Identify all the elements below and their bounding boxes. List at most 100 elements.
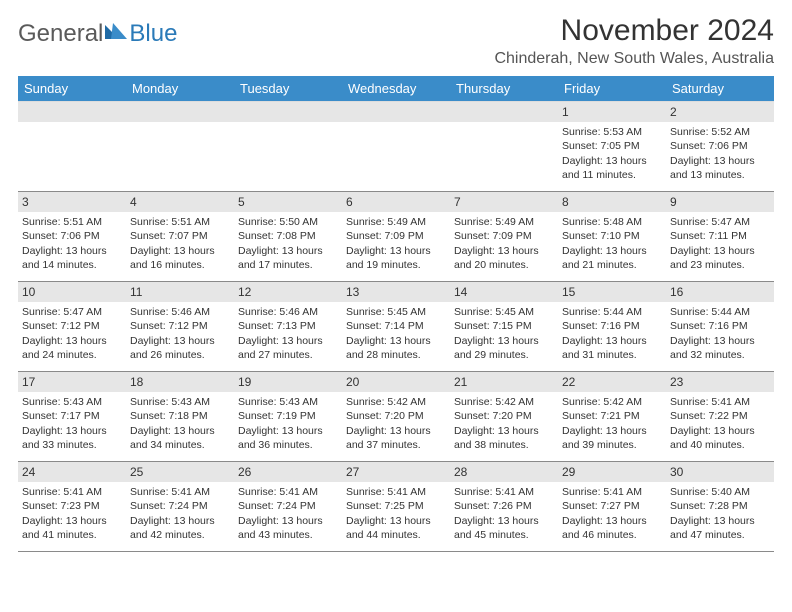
day-number: 30 — [666, 462, 774, 482]
day-number: 3 — [18, 192, 126, 212]
day-number: 29 — [558, 462, 666, 482]
calendar-day-cell: . — [450, 102, 558, 192]
calendar-week-row: 10Sunrise: 5:47 AMSunset: 7:12 PMDayligh… — [18, 282, 774, 372]
sunrise-text: Sunrise: 5:41 AM — [454, 485, 554, 499]
calendar-body: .....1Sunrise: 5:53 AMSunset: 7:05 PMDay… — [18, 102, 774, 552]
sunset-text: Sunset: 7:26 PM — [454, 499, 554, 513]
calendar-week-row: .....1Sunrise: 5:53 AMSunset: 7:05 PMDay… — [18, 102, 774, 192]
day-info: Sunrise: 5:41 AMSunset: 7:23 PMDaylight:… — [22, 485, 122, 542]
day-info: Sunrise: 5:45 AMSunset: 7:15 PMDaylight:… — [454, 305, 554, 362]
calendar-week-row: 24Sunrise: 5:41 AMSunset: 7:23 PMDayligh… — [18, 462, 774, 552]
day-info: Sunrise: 5:49 AMSunset: 7:09 PMDaylight:… — [454, 215, 554, 272]
calendar-day-cell: 4Sunrise: 5:51 AMSunset: 7:07 PMDaylight… — [126, 192, 234, 282]
sunrise-text: Sunrise: 5:52 AM — [670, 125, 770, 139]
calendar-day-cell: 13Sunrise: 5:45 AMSunset: 7:14 PMDayligh… — [342, 282, 450, 372]
day-number: 8 — [558, 192, 666, 212]
daylight-text: Daylight: 13 hours and 29 minutes. — [454, 334, 554, 362]
day-number: 4 — [126, 192, 234, 212]
day-number: 9 — [666, 192, 774, 212]
logo: General Blue — [18, 20, 177, 48]
daylight-text: Daylight: 13 hours and 36 minutes. — [238, 424, 338, 452]
daylight-text: Daylight: 13 hours and 47 minutes. — [670, 514, 770, 542]
calendar-week-row: 17Sunrise: 5:43 AMSunset: 7:17 PMDayligh… — [18, 372, 774, 462]
day-number: 20 — [342, 372, 450, 392]
sunset-text: Sunset: 7:12 PM — [22, 319, 122, 333]
sunset-text: Sunset: 7:17 PM — [22, 409, 122, 423]
sunrise-text: Sunrise: 5:43 AM — [22, 395, 122, 409]
daylight-text: Daylight: 13 hours and 16 minutes. — [130, 244, 230, 272]
calendar-day-cell: 8 Sunrise: 5:48 AMSunset: 7:10 PMDaylight… — [558, 192, 666, 282]
day-info: Sunrise: 5:46 AMSunset: 7:12 PMDaylight:… — [130, 305, 230, 362]
day-number: 17 — [18, 372, 126, 392]
daylight-text: Daylight: 13 hours and 40 minutes. — [670, 424, 770, 452]
day-number: 26 — [234, 462, 342, 482]
sunset-text: Sunset: 7:22 PM — [670, 409, 770, 423]
day-info: Sunrise: 5:41 AMSunset: 7:27 PMDaylight:… — [562, 485, 662, 542]
day-number: 25 — [126, 462, 234, 482]
calendar-day-cell: 26 Sunrise: 5:41 AMSunset: 7:24 PMDayligh… — [234, 462, 342, 552]
day-info: Sunrise: 5:52 AMSunset: 7:06 PMDaylight:… — [670, 125, 770, 182]
logo-word-2: Blue — [129, 20, 177, 48]
dayname-tue: Tuesday — [234, 76, 342, 102]
sunrise-text: Sunrise: 5:41 AM — [130, 485, 230, 499]
calendar-day-cell: 17 Sunrise: 5:43 AMSunset: 7:17 PMDayligh… — [18, 372, 126, 462]
header: General Blue November 2024 Chinderah, Ne… — [18, 14, 774, 68]
day-info: Sunrise: 5:42 AMSunset: 7:20 PMDaylight:… — [454, 395, 554, 452]
calendar-day-cell: 27 Sunrise: 5:41 AMSunset: 7:25 PMDayligh… — [342, 462, 450, 552]
day-number: 22 — [558, 372, 666, 392]
calendar-day-cell: 24Sunrise: 5:41 AMSunset: 7:23 PMDayligh… — [18, 462, 126, 552]
daylight-text: Daylight: 13 hours and 28 minutes. — [346, 334, 446, 362]
sunset-text: Sunset: 7:05 PM — [562, 139, 662, 153]
day-info: Sunrise: 5:48 AMSunset: 7:10 PMDaylight:… — [562, 215, 662, 272]
calendar-day-cell: 3 Sunrise: 5:51 AMSunset: 7:06 PMDaylight… — [18, 192, 126, 282]
day-info: Sunrise: 5:53 AMSunset: 7:05 PMDaylight:… — [562, 125, 662, 182]
dayname-fri: Friday — [558, 76, 666, 102]
dayname-thu: Thursday — [450, 76, 558, 102]
day-info: Sunrise: 5:47 AMSunset: 7:12 PMDaylight:… — [22, 305, 122, 362]
day-number: 23 — [666, 372, 774, 392]
day-number: 7 — [450, 192, 558, 212]
daylight-text: Daylight: 13 hours and 37 minutes. — [346, 424, 446, 452]
daylight-text: Daylight: 13 hours and 27 minutes. — [238, 334, 338, 362]
calendar-day-cell: 15Sunrise: 5:44 AMSunset: 7:16 PMDayligh… — [558, 282, 666, 372]
sunset-text: Sunset: 7:24 PM — [238, 499, 338, 513]
sunset-text: Sunset: 7:09 PM — [454, 229, 554, 243]
title-block: November 2024 Chinderah, New South Wales… — [494, 14, 774, 68]
calendar-day-cell: . — [342, 102, 450, 192]
calendar-day-cell: . — [126, 102, 234, 192]
sunrise-text: Sunrise: 5:47 AM — [22, 305, 122, 319]
sunrise-text: Sunrise: 5:51 AM — [22, 215, 122, 229]
calendar-day-cell: 1Sunrise: 5:53 AMSunset: 7:05 PMDaylight… — [558, 102, 666, 192]
day-info: Sunrise: 5:41 AMSunset: 7:24 PMDaylight:… — [238, 485, 338, 542]
dayname-sun: Sunday — [18, 76, 126, 102]
dayname-wed: Wednesday — [342, 76, 450, 102]
day-number: 18 — [126, 372, 234, 392]
sunrise-text: Sunrise: 5:45 AM — [346, 305, 446, 319]
day-info: Sunrise: 5:41 AMSunset: 7:25 PMDaylight:… — [346, 485, 446, 542]
calendar-day-cell: 10Sunrise: 5:47 AMSunset: 7:12 PMDayligh… — [18, 282, 126, 372]
daylight-text: Daylight: 13 hours and 44 minutes. — [346, 514, 446, 542]
day-info: Sunrise: 5:42 AMSunset: 7:21 PMDaylight:… — [562, 395, 662, 452]
sunset-text: Sunset: 7:12 PM — [130, 319, 230, 333]
day-info: Sunrise: 5:43 AMSunset: 7:17 PMDaylight:… — [22, 395, 122, 452]
daylight-text: Daylight: 13 hours and 32 minutes. — [670, 334, 770, 362]
sunset-text: Sunset: 7:28 PM — [670, 499, 770, 513]
day-number-bar: . — [450, 102, 558, 122]
daylight-text: Daylight: 13 hours and 45 minutes. — [454, 514, 554, 542]
calendar-day-cell: 7 Sunrise: 5:49 AMSunset: 7:09 PMDaylight… — [450, 192, 558, 282]
day-info: Sunrise: 5:51 AMSunset: 7:06 PMDaylight:… — [22, 215, 122, 272]
day-info: Sunrise: 5:43 AMSunset: 7:18 PMDaylight:… — [130, 395, 230, 452]
day-number: 16 — [666, 282, 774, 302]
daylight-text: Daylight: 13 hours and 46 minutes. — [562, 514, 662, 542]
daylight-text: Daylight: 13 hours and 20 minutes. — [454, 244, 554, 272]
calendar-day-cell: 23Sunrise: 5:41 AMSunset: 7:22 PMDayligh… — [666, 372, 774, 462]
sunrise-text: Sunrise: 5:43 AM — [130, 395, 230, 409]
daylight-text: Daylight: 13 hours and 39 minutes. — [562, 424, 662, 452]
sunset-text: Sunset: 7:09 PM — [346, 229, 446, 243]
day-number: 27 — [342, 462, 450, 482]
calendar-day-cell: 14Sunrise: 5:45 AMSunset: 7:15 PMDayligh… — [450, 282, 558, 372]
day-number: 6 — [342, 192, 450, 212]
daylight-text: Daylight: 13 hours and 19 minutes. — [346, 244, 446, 272]
calendar-day-cell: 9Sunrise: 5:47 AMSunset: 7:11 PMDaylight… — [666, 192, 774, 282]
sunset-text: Sunset: 7:16 PM — [670, 319, 770, 333]
